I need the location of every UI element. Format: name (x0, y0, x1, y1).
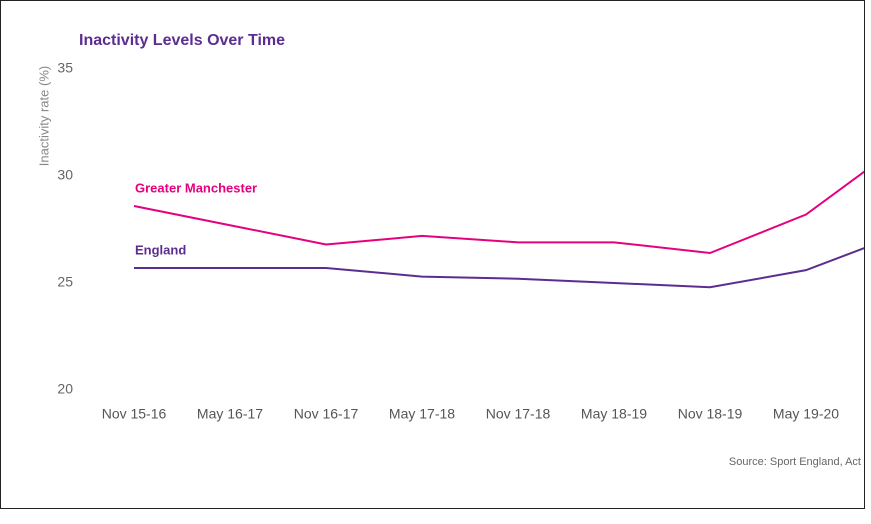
y-axis-label: Inactivity rate (%) (36, 66, 51, 166)
chart-frame: Inactivity Levels Over Time Inactivity r… (0, 0, 865, 509)
y-tick-label: 20 (57, 381, 73, 397)
chart: Inactivity Levels Over Time Inactivity r… (36, 32, 864, 468)
series-label: Greater Manchester (135, 180, 257, 195)
x-tick-label: Nov 16-17 (294, 406, 359, 422)
y-tick-label: 25 (57, 274, 73, 290)
x-tick-label: May 19-20 (773, 406, 839, 422)
series-label: England (135, 242, 186, 257)
x-tick-label: May 17-18 (389, 406, 455, 422)
source-note: Source: Sport England, Act (729, 456, 861, 468)
x-tick-label: May 18-19 (581, 406, 647, 422)
x-tick-label: May 16-17 (197, 406, 263, 422)
series-line (134, 247, 864, 289)
y-tick-label: 30 (57, 167, 73, 183)
chart-title: Inactivity Levels Over Time (79, 32, 285, 49)
x-tick-label: Nov 17-18 (486, 406, 551, 422)
x-tick-label: Nov 15-16 (102, 406, 167, 422)
y-tick-label: 35 (57, 60, 73, 76)
x-tick-label: Nov 18-19 (678, 406, 743, 422)
series-line (133, 170, 864, 255)
